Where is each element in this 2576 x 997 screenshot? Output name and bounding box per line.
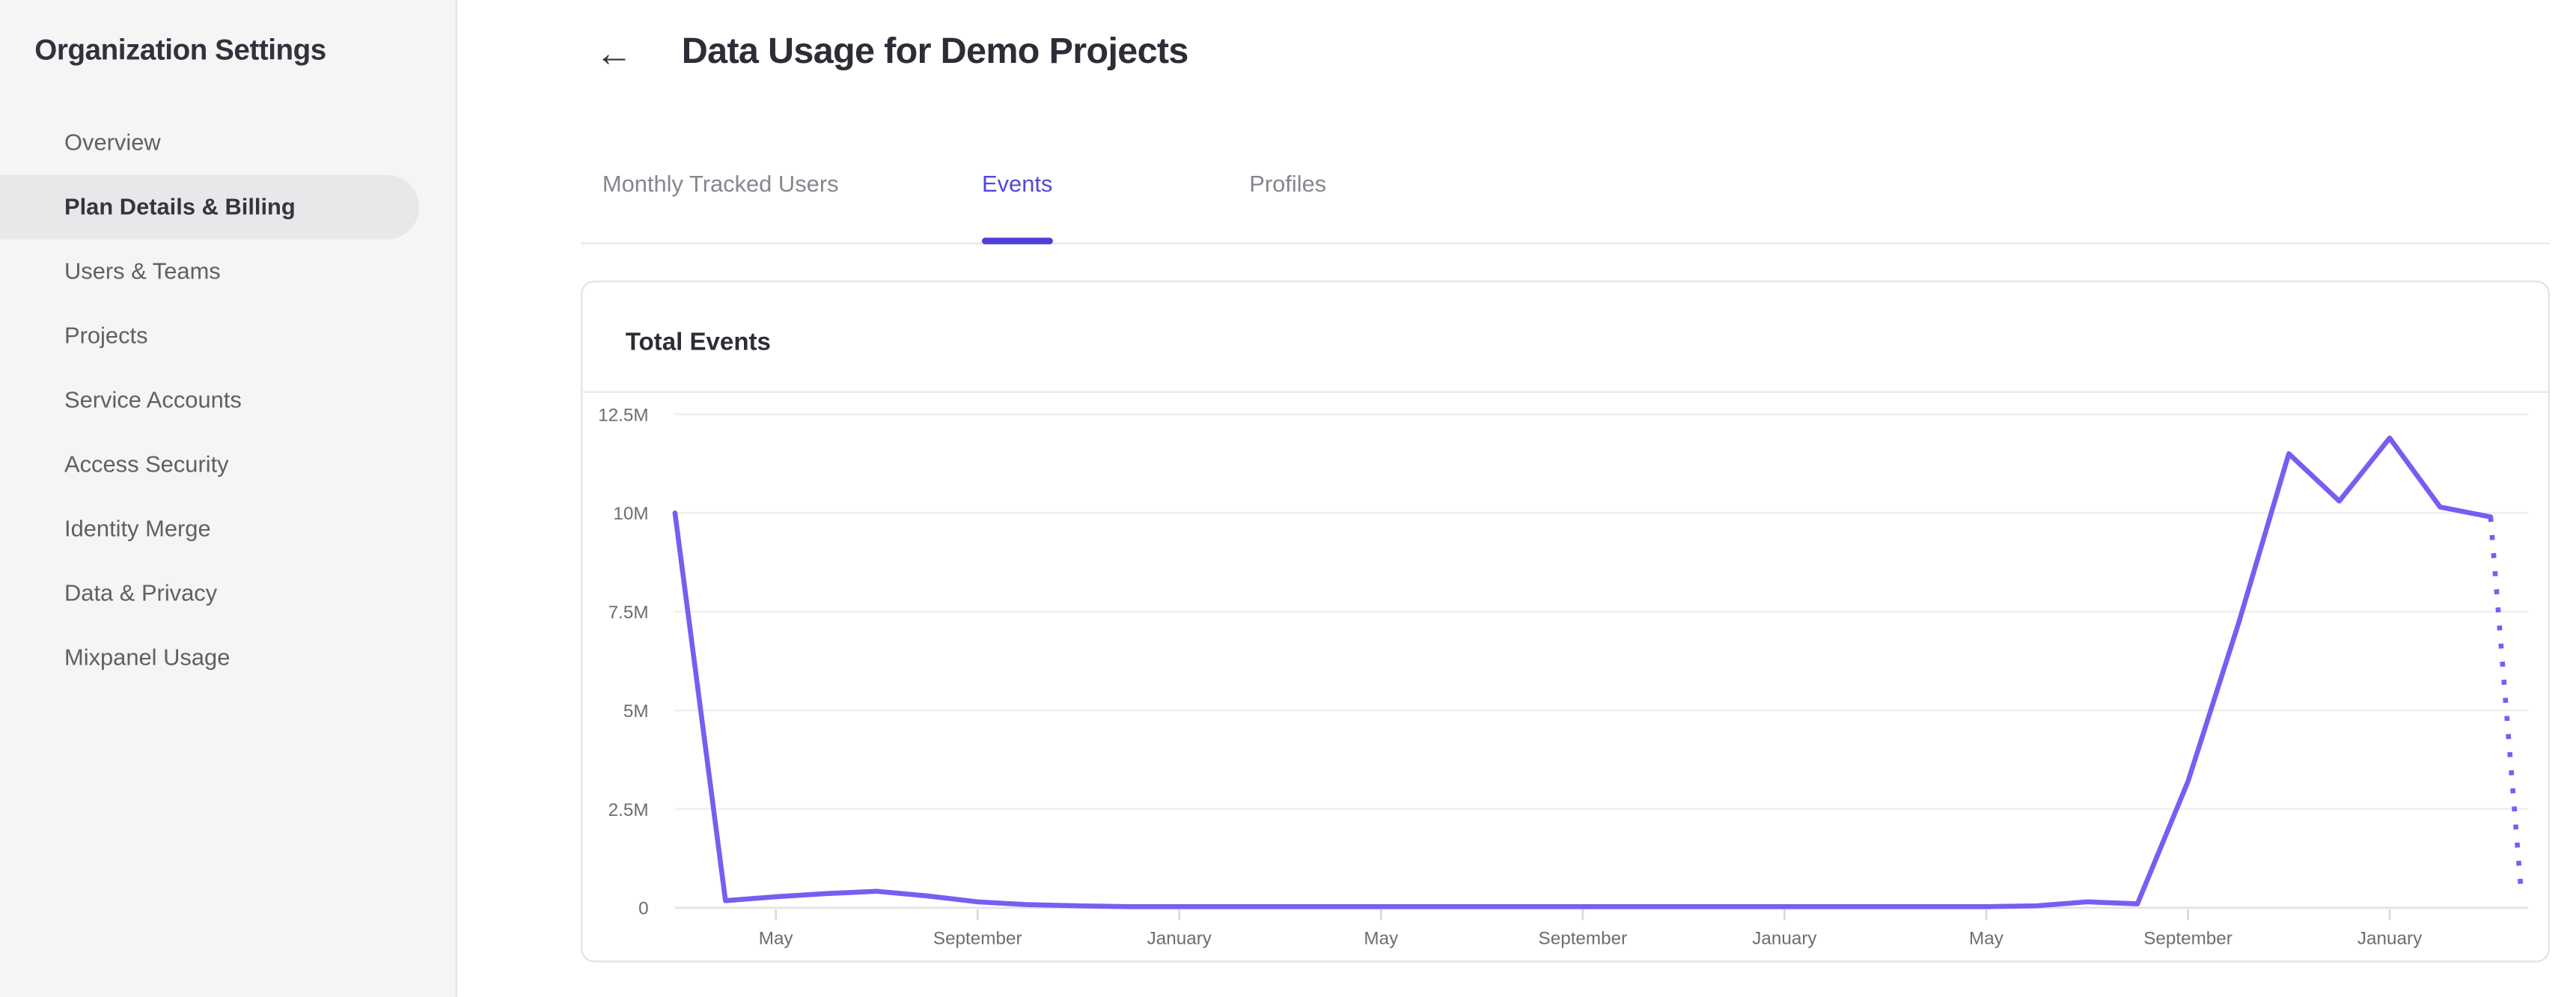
sidebar-item-label: Projects bbox=[64, 321, 148, 349]
svg-text:January: January bbox=[1752, 928, 1817, 948]
tab-monthly-tracked-users[interactable]: Monthly Tracked Users bbox=[602, 170, 839, 197]
sidebar-item-label: Overview bbox=[64, 128, 161, 156]
back-button[interactable]: ← bbox=[589, 28, 638, 77]
svg-text:January: January bbox=[1147, 928, 1212, 948]
svg-text:May: May bbox=[1364, 928, 1399, 948]
sidebar-item-users-teams[interactable]: Users & Teams bbox=[0, 240, 456, 304]
svg-text:September: September bbox=[933, 928, 1022, 948]
sidebar-nav: Overview Plan Details & Billing Users & … bbox=[0, 111, 456, 690]
svg-text:September: September bbox=[1539, 928, 1628, 948]
sidebar-item-label: Plan Details & Billing bbox=[64, 192, 296, 220]
svg-text:September: September bbox=[2143, 928, 2232, 948]
total-events-chart: 0 2.5M 5M 7.5M 10M 12.5M May September January Ma… bbox=[598, 405, 2529, 948]
svg-text:2.5M: 2.5M bbox=[608, 800, 649, 820]
sidebar-item-access-security[interactable]: Access Security bbox=[0, 433, 456, 497]
page-title: Data Usage for Demo Projects bbox=[681, 29, 1189, 71]
tab-events[interactable]: Events bbox=[982, 170, 1053, 197]
sidebar-item-label: Mixpanel Usage bbox=[64, 643, 231, 671]
total-events-card: Total Events 0 2.5M 5M 7.5M 10M 12.5M May Septe… bbox=[581, 280, 2550, 963]
card-header: Total Events bbox=[582, 282, 2548, 393]
card-title: Total Events bbox=[625, 328, 771, 357]
main-content: ← Data Usage for Demo Projects Monthly T… bbox=[457, 0, 2576, 997]
sidebar: Organization Settings Overview Plan Deta… bbox=[0, 0, 457, 997]
tab-profiles[interactable]: Profiles bbox=[1249, 170, 1327, 197]
sidebar-item-identity-merge[interactable]: Identity Merge bbox=[0, 497, 456, 561]
sidebar-item-data-privacy[interactable]: Data & Privacy bbox=[0, 561, 456, 626]
sidebar-item-label: Data & Privacy bbox=[64, 579, 218, 606]
sidebar-item-service-accounts[interactable]: Service Accounts bbox=[0, 368, 456, 433]
sidebar-item-plan-details-billing[interactable]: Plan Details & Billing bbox=[0, 174, 420, 240]
active-tab-underline bbox=[982, 237, 1053, 245]
svg-text:January: January bbox=[2357, 928, 2423, 948]
svg-text:7.5M: 7.5M bbox=[608, 603, 649, 623]
svg-text:5M: 5M bbox=[623, 701, 649, 722]
sidebar-item-label: Service Accounts bbox=[64, 385, 242, 413]
svg-text:0: 0 bbox=[638, 899, 648, 919]
chart-area: 0 2.5M 5M 7.5M 10M 12.5M May September January Ma… bbox=[582, 393, 2548, 961]
tabs-bar: Monthly Tracked Users Events Profiles bbox=[581, 156, 2550, 245]
sidebar-item-label: Users & Teams bbox=[64, 257, 221, 284]
sidebar-item-overview[interactable]: Overview bbox=[0, 111, 456, 175]
sidebar-item-projects[interactable]: Projects bbox=[0, 304, 456, 368]
sidebar-item-mixpanel-usage[interactable]: Mixpanel Usage bbox=[0, 626, 456, 690]
sidebar-item-label: Access Security bbox=[64, 450, 229, 478]
svg-text:May: May bbox=[1969, 928, 2004, 948]
svg-text:May: May bbox=[759, 928, 794, 948]
svg-text:10M: 10M bbox=[613, 504, 648, 524]
sidebar-item-label: Identity Merge bbox=[64, 514, 211, 542]
sidebar-title: Organization Settings bbox=[34, 33, 326, 67]
svg-text:12.5M: 12.5M bbox=[598, 405, 648, 425]
